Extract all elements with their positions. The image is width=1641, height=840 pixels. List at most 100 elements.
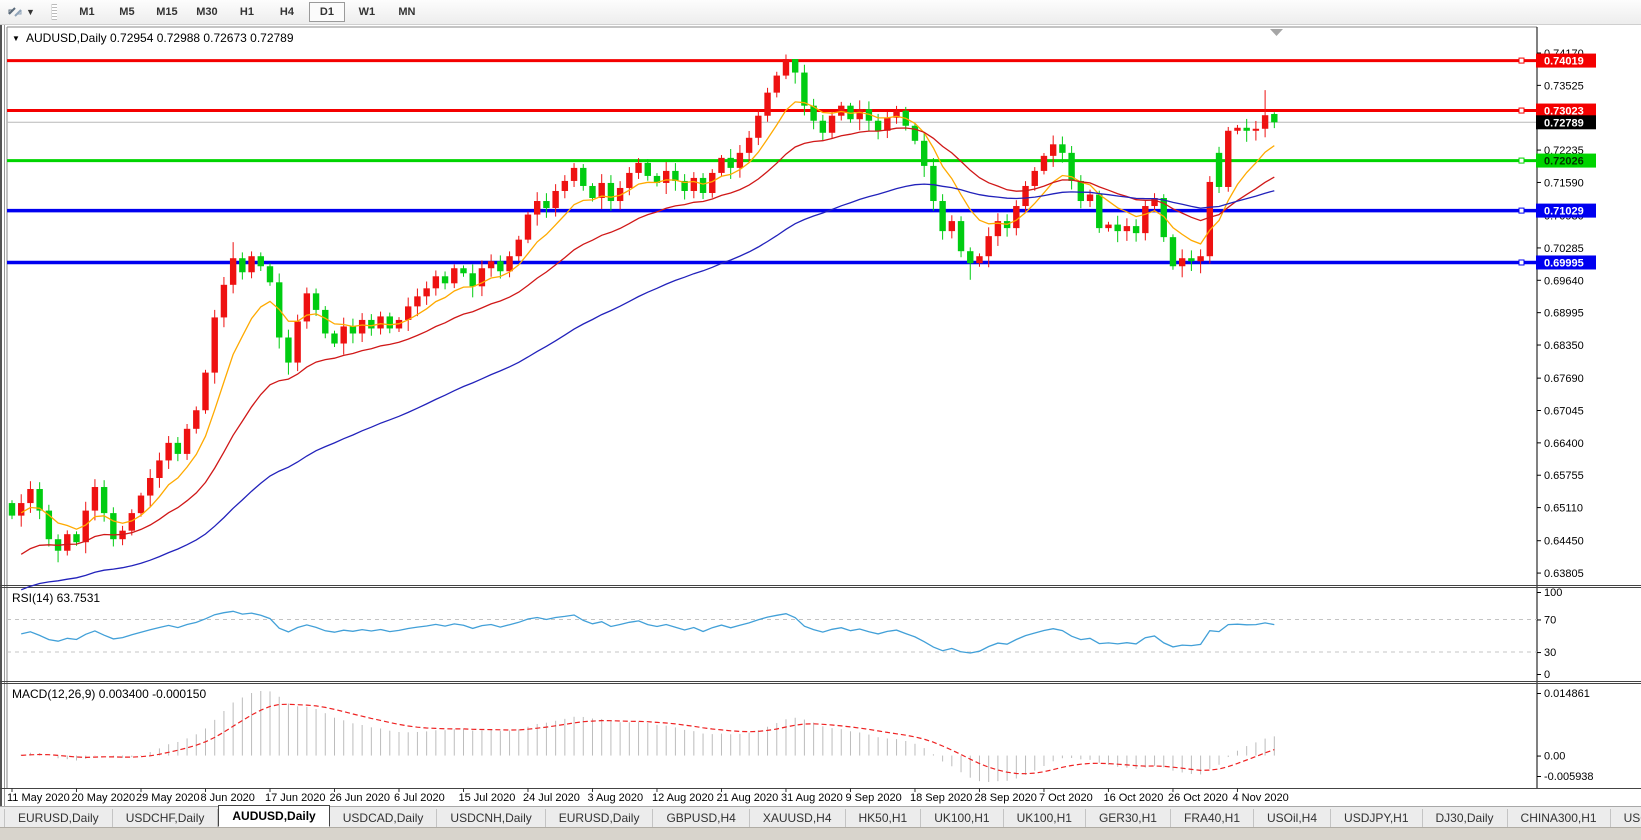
price-tag-0.71029 [1536,203,1596,218]
timeframe-button-m1[interactable]: M1 [79,6,95,18]
chart-tab-hk50-h1[interactable]: HK50,H1 [845,809,922,827]
chart-tab-usdcad-daily[interactable]: USDCAD,Daily [329,809,438,827]
svg-text:0.68350: 0.68350 [1544,340,1584,352]
svg-text:100: 100 [1544,587,1562,599]
timeframe-button-m15[interactable]: M15 [156,6,178,18]
svg-text:21 Aug 2020: 21 Aug 2020 [716,792,778,804]
svg-text:0.74019: 0.74019 [1544,56,1584,68]
svg-text:4 Nov 2020: 4 Nov 2020 [1232,792,1288,804]
price-tag-0.69995 [1536,255,1596,270]
timeframe-button-w1[interactable]: W1 [358,6,376,18]
timeframe-button-m5[interactable]: M5 [119,6,135,18]
svg-text:12 Aug 2020: 12 Aug 2020 [652,792,714,804]
chart-tab-xauusd-h4[interactable]: XAUUSD,H4 [749,809,846,827]
svg-text:RSI(14) 63.7531: RSI(14) 63.7531 [12,591,100,605]
timeframe-toolbar: ▼ M1 M5 M15 M30 H1 H4 D1 W1 MN [0,0,1641,25]
svg-text:16 Oct 2020: 16 Oct 2020 [1103,792,1163,804]
crosshair-tool-icon[interactable] [6,3,24,21]
chart-tab-fra40-h1[interactable]: FRA40,H1 [1170,809,1255,827]
chart-frame,false [0,25,1641,806]
svg-text:24 Jul 2020: 24 Jul 2020 [523,792,580,804]
svg-text:0.64450: 0.64450 [1544,536,1584,548]
chart-tab-gbpusd-h4[interactable]: GBPUSD,H4 [653,809,750,827]
timeframe-button-mn[interactable]: MN [398,6,416,18]
price-axis: 0.741700.735250.728800.722350.715900.709… [1537,48,1584,580]
tool-dropdown-caret-icon[interactable]: ▼ [26,7,35,17]
chart-tab-uk100-h1[interactable]: UK100,H1 [921,809,1004,827]
timeframe-buttons: M1 M5 M15 M30 H1 H4 D1 W1 MN [67,2,427,22]
timeframe-button-m30[interactable]: M30 [196,6,218,18]
svg-text:70: 70 [1544,614,1556,626]
chart-tab-dj30-daily[interactable]: DJ30,Daily [1422,809,1508,827]
chart-tab-usoil-h1[interactable]: USOil,H1 [1610,809,1641,827]
price-tag-0.74019 [1536,53,1596,68]
svg-text:0.69995: 0.69995 [1544,257,1584,269]
svg-text:0.68995: 0.68995 [1544,308,1584,320]
svg-text:0.00: 0.00 [1544,751,1565,763]
timeframe-button-h1[interactable]: H1 [239,6,254,18]
svg-text:0.67045: 0.67045 [1544,406,1584,418]
svg-text:7 Oct 2020: 7 Oct 2020 [1039,792,1093,804]
chart-tab-ger30-h1[interactable]: GER30,H1 [1085,809,1171,827]
svg-text:30: 30 [1544,647,1556,659]
current-price-tag [1536,115,1596,130]
chart-canvas[interactable]: 0.741700.735250.728800.722350.715900.709… [0,25,1641,806]
price-tag-0.73023 [1536,103,1596,118]
chart-tab-usdcnh-daily[interactable]: USDCNH,Daily [437,809,546,827]
chart-tab-usdchf-daily[interactable]: USDCHF,Daily [112,809,219,827]
svg-text:15 Jul 2020: 15 Jul 2020 [458,792,515,804]
macd-signal-line [21,703,1275,775]
svg-text:0.63805: 0.63805 [1544,568,1584,580]
status-bar [0,827,1641,840]
ma-fast-line [20,101,1275,530]
svg-text:0.65755: 0.65755 [1544,470,1584,482]
chart-shift-marker-icon [1270,29,1283,36]
svg-text:9 Sep 2020: 9 Sep 2020 [845,792,901,804]
chart-tab-usdjpy-h1[interactable]: USDJPY,H1 [1331,809,1423,827]
svg-text:11 May 2020: 11 May 2020 [7,792,70,804]
ma-medium-line [20,127,1275,555]
svg-text:0.72026: 0.72026 [1544,156,1584,168]
svg-text:3 Aug 2020: 3 Aug 2020 [587,792,643,804]
svg-text:0.69640: 0.69640 [1544,275,1584,287]
chart-tab-bar: EURUSD,Daily USDCHF,Daily AUDUSD,Daily USDC… [0,805,1641,827]
chart-tab-usoil-h4[interactable]: USOil,H4 [1254,809,1332,827]
chart-tab-uk100-h1[interactable]: UK100,H1 [1003,809,1086,827]
svg-text:0.71029: 0.71029 [1544,206,1584,218]
svg-text:0.67690: 0.67690 [1544,373,1584,385]
timeframe-button-d1[interactable]: D1 [308,2,345,22]
svg-text:AUDUSD,Daily 0.72954 0.72988: AUDUSD,Daily 0.72954 0.72988 0.72673 0.7… [26,31,294,45]
svg-text:0.71590: 0.71590 [1544,177,1584,189]
svg-text:17 Jun 2020: 17 Jun 2020 [265,792,326,804]
rsi-line [21,610,1275,654]
svg-text:28 Sep 2020: 28 Sep 2020 [974,792,1036,804]
rsi-pane: RSI(14) 63.7531 100 70 30 0 [7,587,1562,681]
svg-text:-0.005938: -0.005938 [1544,771,1594,783]
chart-tab-eurusd-daily[interactable]: EURUSD,Daily [4,809,113,827]
price-tags[interactable]: 0.74019 0.73023 0.72026 0.71029 0.69995 0.727… [1536,53,1596,270]
svg-text:0.65110: 0.65110 [1544,503,1583,515]
svg-text:29 May 2020: 29 May 2020 [136,792,200,804]
svg-text:18 Sep 2020: 18 Sep 2020 [910,792,972,804]
svg-text:0.70285: 0.70285 [1544,243,1584,255]
toolbar-drag-handle[interactable] [50,4,57,20]
svg-text:26 Oct 2020: 26 Oct 2020 [1168,792,1228,804]
svg-text:0: 0 [1544,669,1550,681]
svg-text:▼: ▼ [12,34,20,43]
chart-tab-china300-h1[interactable]: CHINA300,H1 [1507,809,1611,827]
svg-text:20 May 2020: 20 May 2020 [71,792,135,804]
timeframe-button-h4[interactable]: H4 [279,6,294,18]
chart-tab-audusd-daily[interactable]: AUDUSD,Daily [218,805,330,827]
price-tag-0.72026 [1536,153,1596,168]
svg-text:26 Jun 2020: 26 Jun 2020 [329,792,390,804]
svg-text:31 Aug 2020: 31 Aug 2020 [781,792,843,804]
svg-text:0.73525: 0.73525 [1544,80,1584,92]
svg-text:MACD(12,26,9) 0.003400 -0.0001: MACD(12,26,9) 0.003400 -0.000150 [12,687,206,701]
chart-tab-eurusd-daily[interactable]: EURUSD,Daily [545,809,654,827]
ma-slow-line [20,183,1275,591]
svg-text:0.014861: 0.014861 [1544,688,1590,700]
svg-text:0.66400: 0.66400 [1544,438,1584,450]
date-axis: 11 May 2020 20 May 2020 29 May 2020 8 Jun 2… [7,788,1289,804]
svg-text:0.72789: 0.72789 [1544,117,1584,129]
svg-text:8 Jun 2020: 8 Jun 2020 [200,792,254,804]
